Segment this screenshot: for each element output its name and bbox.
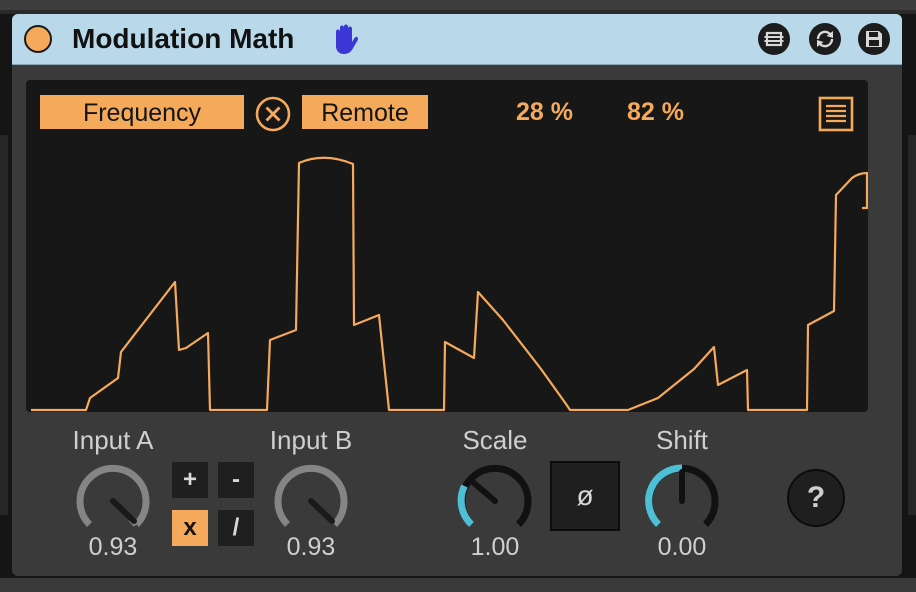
fold-icon — [764, 31, 784, 47]
shift-value: 0.00 — [657, 533, 707, 561]
percent-a-readout: 28 % — [516, 98, 573, 126]
input-b-knob[interactable] — [267, 457, 355, 545]
bottom-bar — [0, 578, 916, 592]
input-a-label: Input A — [72, 425, 154, 455]
modulation-waveform — [31, 156, 868, 412]
target-parameter-chip[interactable]: Frequency — [40, 95, 244, 129]
shift-knob[interactable] — [638, 457, 726, 545]
menu-icon[interactable] — [818, 96, 854, 132]
remote-button[interactable]: Remote — [302, 95, 428, 129]
subtract-operator-button[interactable]: - — [218, 462, 254, 498]
device-title-bar: Modulation Math — [12, 14, 902, 65]
clear-icon[interactable] — [255, 96, 291, 132]
scale-label: Scale — [462, 425, 528, 455]
input-b-value: 0.93 — [286, 533, 336, 561]
left-edge — [0, 135, 8, 515]
save-icon — [866, 31, 882, 47]
help-button[interactable]: ? — [787, 469, 845, 527]
modulation-display: Frequency Remote 28 % 82 % — [26, 80, 868, 412]
shift-label: Shift — [655, 425, 709, 455]
top-bar — [0, 0, 916, 10]
percent-b-readout: 82 % — [627, 98, 684, 126]
top-bar-shadow — [0, 10, 916, 14]
multiply-operator-button[interactable]: x — [172, 510, 208, 546]
power-toggle[interactable] — [24, 25, 52, 53]
hot-swap-icon — [816, 30, 834, 48]
divide-operator-button[interactable]: / — [218, 510, 254, 546]
fold-button[interactable] — [758, 23, 790, 55]
input-a-value: 0.93 — [88, 533, 138, 561]
hot-swap-button[interactable] — [809, 23, 841, 55]
phase-invert-button[interactable]: ø — [550, 461, 620, 531]
add-operator-button[interactable]: + — [172, 462, 208, 498]
device-panel: Modulation Math — [12, 14, 902, 576]
device-title: Modulation Math — [72, 23, 295, 54]
scale-knob[interactable] — [451, 457, 539, 545]
scale-value: 1.00 — [470, 533, 520, 561]
input-b-label: Input B — [269, 425, 353, 455]
right-edge — [908, 135, 916, 515]
hand-icon[interactable] — [329, 23, 359, 55]
input-a-knob[interactable] — [69, 457, 157, 545]
save-button[interactable] — [858, 23, 890, 55]
